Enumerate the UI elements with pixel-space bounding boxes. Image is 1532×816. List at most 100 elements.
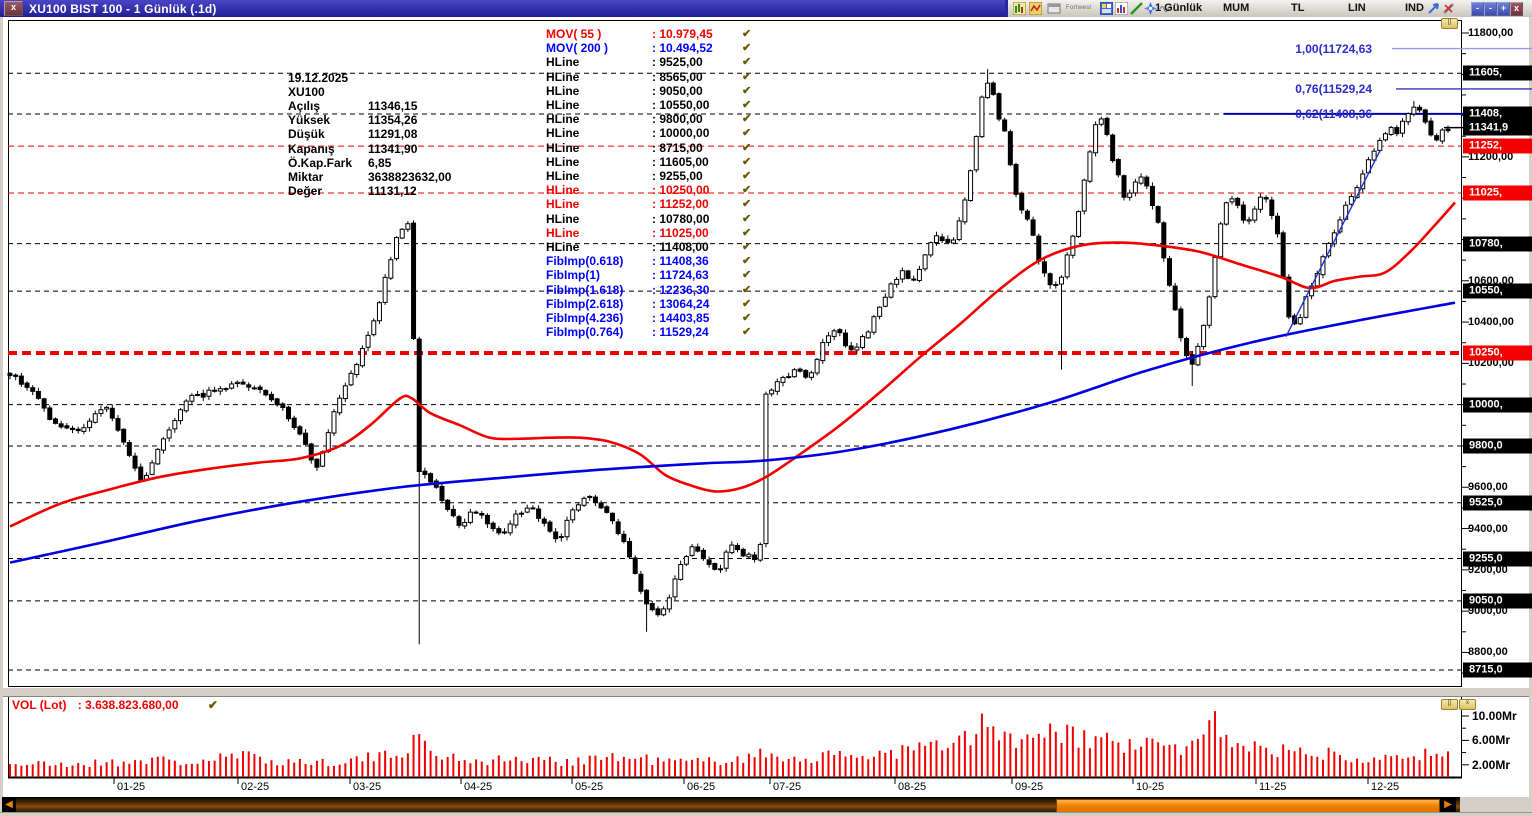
legend-row[interactable]: FibImp(0.618): 11408,36 ✔ xyxy=(546,254,776,268)
pointer-arrow-icon[interactable] xyxy=(1427,2,1440,15)
legend-row[interactable]: HLine: 11252,00 ✔ xyxy=(546,197,776,211)
legend-check-icon[interactable]: ✔ xyxy=(742,56,752,69)
legend-row[interactable]: HLine: 8565,00 ✔ xyxy=(546,70,776,84)
info-value: 11341,90 xyxy=(368,141,418,156)
legend-value: : 9525,00 xyxy=(652,55,703,70)
window-maximize-icon[interactable]: + xyxy=(1497,2,1510,16)
y-axis-alert-label: 11025, xyxy=(1463,185,1532,201)
info-value: 11131,12 xyxy=(368,184,417,199)
window-layout-icon[interactable] xyxy=(1047,2,1062,15)
volume-pane-maximize-button[interactable]: [] xyxy=(1441,699,1458,710)
legend-value: : 14403,85 xyxy=(652,311,710,325)
info-value: 11354,26 xyxy=(368,113,418,128)
legend-check-icon[interactable]: ✔ xyxy=(742,42,752,55)
y-axis-alert-label: 10250, xyxy=(1463,345,1532,361)
bar-chart-icon[interactable] xyxy=(1115,2,1128,15)
window-restore-icon[interactable]: - xyxy=(1484,2,1497,16)
legend-value: : 11724,63 xyxy=(652,268,709,283)
legend-row[interactable]: HLine: 11605,00 ✔ xyxy=(546,155,776,169)
legend-row[interactable]: HLine: 10780,00 ✔ xyxy=(546,212,776,226)
legend-label: FibImp(4.236) xyxy=(546,311,624,325)
indicator-icon[interactable] xyxy=(1029,2,1042,15)
candle-chart-icon[interactable] xyxy=(1013,2,1026,15)
y-axis-label: 9200,00 xyxy=(1468,563,1508,576)
y-axis-label: 9600,00 xyxy=(1468,481,1508,494)
window-close-icon[interactable]: x xyxy=(4,1,23,16)
legend-row[interactable]: HLine: 8715,00 ✔ xyxy=(546,141,776,155)
legend-value: : 11529,24 xyxy=(652,325,709,340)
y-axis-hline-label: 11605, xyxy=(1463,65,1532,81)
toolbar-scale-label[interactable]: LIN xyxy=(1348,2,1366,14)
scrollbar-left-arrow-icon[interactable]: ◀ xyxy=(2,798,16,813)
legend-check-icon[interactable]: ✔ xyxy=(742,28,752,40)
legend-row[interactable]: FibImp(2.618): 13064,24 ✔ xyxy=(546,297,776,311)
legend-check-icon[interactable]: ✔ xyxy=(742,283,752,296)
window-frame-bottom xyxy=(0,812,1532,816)
legend-row[interactable]: MOV( 55 ): 10.979,45 ✔ xyxy=(546,27,776,41)
legend-check-icon[interactable]: ✔ xyxy=(742,141,752,154)
legend-row[interactable]: HLine: 10550,00 ✔ xyxy=(546,98,776,112)
legend-label: HLine xyxy=(546,211,580,226)
legend-row[interactable]: HLine: 9255,00 ✔ xyxy=(546,169,776,183)
legend-check-icon[interactable]: ✔ xyxy=(742,269,752,282)
legend-row[interactable]: HLine: 9800,00 ✔ xyxy=(546,112,776,126)
price-pane-maximize-button[interactable]: [] xyxy=(1441,18,1458,29)
horizontal-scrollbar[interactable]: ◀ ▶ xyxy=(2,797,1460,814)
legend-row[interactable]: HLine: 11025,00 ✔ xyxy=(546,226,776,240)
legend-check-icon[interactable]: ✔ xyxy=(742,70,752,83)
legend-value: : 11605,00 xyxy=(652,154,709,169)
legend-check-icon[interactable]: ✔ xyxy=(742,241,752,253)
legend-check-icon[interactable]: ✔ xyxy=(742,297,752,310)
legend-row[interactable]: HLine: 11408,00 ✔ xyxy=(546,240,776,254)
legend-row[interactable]: HLine: 10000,00 ✔ xyxy=(546,126,776,140)
legend-row[interactable]: HLine: 9050,00 ✔ xyxy=(546,84,776,98)
info-symbol: XU100 xyxy=(288,85,325,99)
pane-separator[interactable] xyxy=(3,687,1529,697)
x-axis-month-label: 01-25 xyxy=(117,781,146,793)
info-row-yksek: Yüksek 11354,26 xyxy=(288,113,417,127)
legend-check-icon[interactable]: ✔ xyxy=(742,198,752,211)
legend-check-icon[interactable]: ✔ xyxy=(742,127,752,140)
x-axis-month-label: 09-25 xyxy=(1015,781,1044,793)
toolbar-currency-label[interactable]: TL xyxy=(1291,2,1305,14)
legend-row[interactable]: FibImp(1.618): 12236,30 ✔ xyxy=(546,283,776,297)
draw-line-icon[interactable] xyxy=(1130,2,1143,15)
info-label: Yüksek xyxy=(288,113,331,128)
toolbar-chart-style-label[interactable]: MUM xyxy=(1223,2,1250,14)
legend-row[interactable]: HLine: 10250,00 ✔ xyxy=(546,183,776,197)
legend-check-icon[interactable]: ✔ xyxy=(742,226,752,239)
legend-check-icon[interactable]: ✔ xyxy=(742,312,752,324)
legend-check-icon[interactable]: ✔ xyxy=(742,212,752,225)
scrollbar-right-arrow-icon[interactable]: ▶ xyxy=(1440,798,1456,813)
legend-check-icon[interactable]: ✔ xyxy=(742,326,752,339)
volume-pane-close-button[interactable]: x xyxy=(1459,699,1476,710)
legend-check-icon[interactable]: ✔ xyxy=(742,99,752,111)
navigate-compass-icon[interactable] xyxy=(1144,2,1157,15)
legend-row[interactable]: MOV( 200 ): 10.494,52 ✔ xyxy=(546,41,776,55)
legend-check-icon[interactable]: ✔ xyxy=(742,155,752,168)
window-minimize-icon[interactable]: - xyxy=(1471,2,1484,16)
window-frame-right xyxy=(1529,17,1532,816)
legend-row[interactable]: FibImp(4.236) : 14403,85 ✔ xyxy=(546,311,776,325)
legend-row[interactable]: HLine: 9525,00 ✔ xyxy=(546,55,776,69)
tile-windows-icon[interactable] xyxy=(1100,2,1113,15)
volume-check-icon[interactable]: ✔ xyxy=(207,698,218,712)
y-axis-hline-label: 9800,0 xyxy=(1463,438,1532,454)
toolbar-indicator-label[interactable]: IND xyxy=(1405,2,1424,14)
x-axis-month-label: 12-25 xyxy=(1371,781,1400,793)
volume-legend[interactable]: VOL (Lot) : 3.638.823.680,00 ✔ xyxy=(12,698,218,712)
legend-row[interactable]: FibImp(0.764): 11529,24 ✔ xyxy=(546,325,776,339)
legend-label: HLine xyxy=(546,225,580,240)
legend-check-icon[interactable]: ✔ xyxy=(742,170,752,182)
legend-row[interactable]: FibImp(1): 11724,63 ✔ xyxy=(546,268,776,282)
chart-toolbar: Fortwest 1 Günlük MUM TL LIN IND - - + x xyxy=(1005,0,1532,17)
tools-icon[interactable] xyxy=(1442,2,1455,15)
window-close-button[interactable]: x xyxy=(1510,2,1523,16)
legend-check-icon[interactable]: ✔ xyxy=(742,184,752,197)
legend-check-icon[interactable]: ✔ xyxy=(742,84,752,97)
toolbar-period-label[interactable]: 1 Günlük xyxy=(1155,2,1203,14)
legend-check-icon[interactable]: ✔ xyxy=(742,113,752,126)
legend-check-icon[interactable]: ✔ xyxy=(742,255,752,268)
wave-icon[interactable] xyxy=(1159,2,1172,15)
info-label: Değer xyxy=(288,184,323,199)
